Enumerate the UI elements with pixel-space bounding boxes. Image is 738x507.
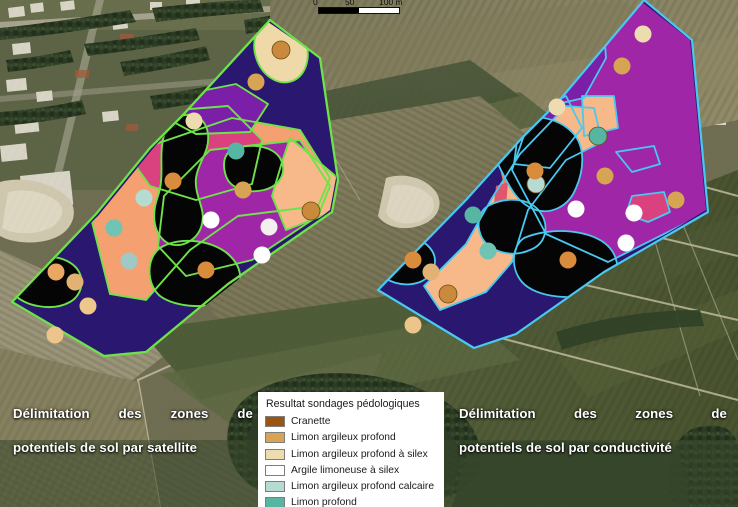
map-title-satellite-line1: Délimitation des zones de [13, 406, 253, 421]
scale-bar-ticks: 0 50 100 m [313, 0, 417, 8]
conductivity-zones [376, 0, 710, 350]
scale-tick-50: 50 [345, 0, 355, 7]
map-title-conductivity: Délimitation des zones de potentiels de … [459, 405, 727, 456]
legend-item: Limon argileux profond [265, 430, 437, 446]
map-title-satellite-line2: potentiels de sol par satellite [13, 440, 198, 455]
legend-swatch [265, 448, 285, 460]
legend-item-label: Limon profond [291, 497, 357, 507]
legend-item: Limon argileux profond à silex [265, 446, 437, 462]
satellite-zones [10, 18, 340, 358]
map-title-conductivity-line1: Délimitation des zones de [459, 406, 727, 421]
legend-item: Limon argileux profond calcaire [265, 479, 437, 495]
map-title-satellite: Délimitation des zones de potentiels de … [13, 405, 253, 456]
legend-item-label: Limon argileux profond calcaire [291, 481, 435, 493]
legend-swatch [265, 497, 285, 507]
legend-item: Cranette [265, 414, 437, 430]
legend-item-label: Limon argileux profond à silex [291, 448, 428, 460]
legend-item-label: Argile limoneuse à silex [291, 464, 400, 476]
soil-sample-points-satellite [46, 40, 321, 344]
legend-item: Argile limoneuse à silex [265, 463, 437, 479]
legend-swatch [265, 416, 285, 428]
scale-bar-segment-light [359, 8, 399, 13]
legend-item-label: Limon argileux profond [291, 432, 396, 444]
soil-sample-points-conductivity [404, 25, 685, 334]
legend-panel: Resultat sondages pédologiques Cranette L… [258, 392, 444, 507]
legend-rows: Cranette Limon argileux profond Limon argi… [265, 414, 437, 507]
legend-swatch [265, 432, 285, 444]
scale-bar-graphic [318, 7, 400, 14]
map-title-conductivity-line2: potentiels de sol par conductivité [459, 440, 672, 455]
map-panel-satellite[interactable] [0, 0, 368, 400]
scale-bar: 0 50 100 m [313, 0, 417, 18]
scale-tick-100m: 100 m [379, 0, 403, 7]
scale-bar-segment-dark [319, 8, 359, 13]
legend-title: Resultat sondages pédologiques [266, 398, 420, 410]
legend-item: Limon profond [265, 495, 437, 507]
legend-item-label: Cranette [291, 416, 331, 428]
map-panel-conductivity[interactable] [370, 0, 738, 400]
scale-tick-0: 0 [313, 0, 318, 7]
legend-swatch [265, 464, 285, 476]
legend-swatch [265, 481, 285, 493]
